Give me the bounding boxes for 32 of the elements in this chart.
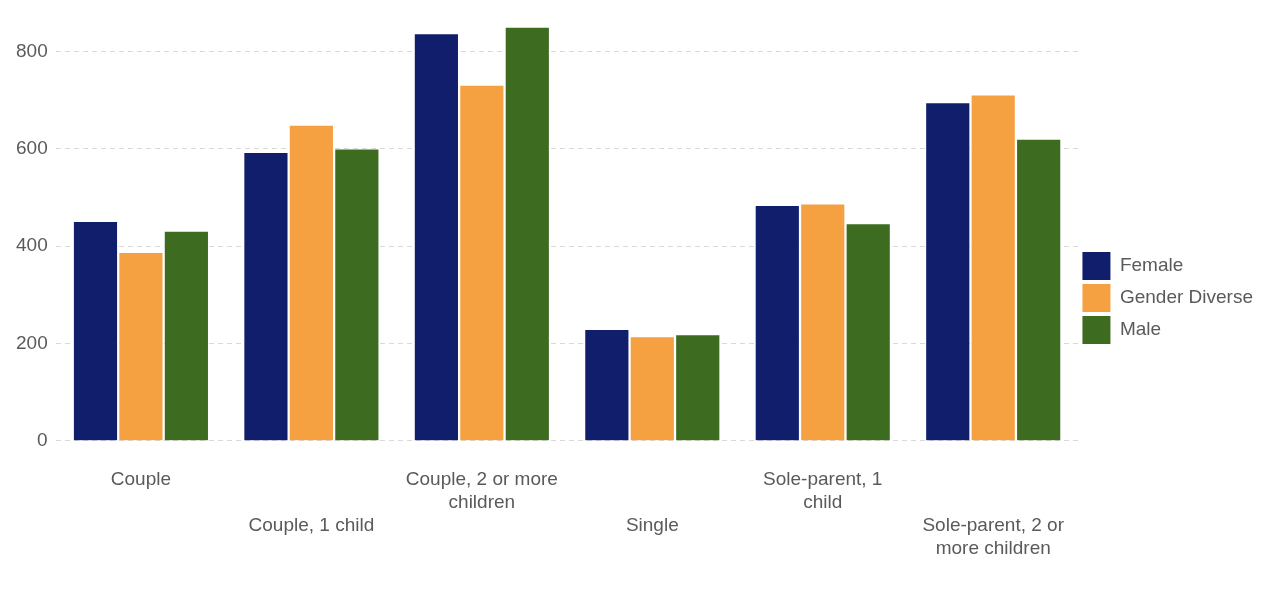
bar: [164, 231, 208, 441]
bar: [1017, 139, 1061, 441]
bar: [289, 125, 333, 441]
bar: [335, 149, 379, 441]
x-tick-label: Couple: [110, 468, 172, 490]
bar: [585, 329, 629, 441]
bar: [460, 85, 504, 441]
legend-label: Male: [1119, 318, 1162, 340]
bar: [119, 253, 163, 441]
y-tick-label: 400: [16, 234, 48, 256]
bar: [414, 34, 458, 441]
legend-label: Female: [1119, 254, 1184, 276]
bar: [801, 204, 845, 441]
y-tick-label: 200: [16, 331, 48, 353]
bar: [846, 224, 890, 441]
x-tick-label: Single: [625, 514, 679, 536]
y-tick-label: 0: [37, 429, 48, 451]
x-tick-label: Sole-parent, 2 or more children: [922, 514, 1065, 558]
legend-label: Gender Diverse: [1119, 286, 1254, 308]
bar: [630, 337, 674, 441]
x-tick-label: Couple, 1 child: [248, 514, 375, 536]
y-tick-label: 600: [16, 137, 48, 159]
bar: [676, 335, 720, 441]
bar: [505, 27, 549, 441]
bar: [755, 205, 799, 441]
bar: [73, 221, 118, 441]
bar: [244, 152, 288, 441]
y-tick-label: 800: [16, 39, 48, 61]
x-tick-label: Sole-parent, 1 child: [763, 468, 883, 513]
x-tick-label: Couple, 2 or more children: [405, 468, 558, 513]
bar: [926, 103, 970, 441]
bar: [971, 95, 1015, 441]
